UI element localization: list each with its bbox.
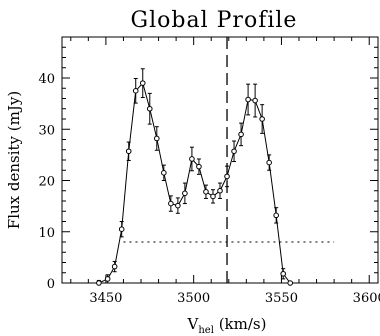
data-point [104,276,111,282]
data-point [252,97,258,104]
data-point [217,187,223,194]
data-point [175,202,181,209]
data-point [287,280,294,286]
data-point [118,226,125,232]
data-point [203,188,209,195]
data-point [146,105,153,112]
chart-title: Global Profile [131,8,298,33]
data-point [280,270,287,277]
data-point [182,190,188,197]
y-tick-label: 20 [38,175,55,190]
data-point [196,163,202,170]
data-point [125,148,132,155]
data-point [111,263,118,270]
y-tick-label: 0 [47,277,55,292]
y-tick-label: 40 [38,72,55,87]
data-point [96,280,102,286]
y-axis-label: Flux density (mJy) [5,91,23,229]
x-tick-label: 3450 [89,291,122,306]
data-point [132,88,139,94]
data-point [273,212,279,219]
x-tick-label: 3500 [177,291,210,306]
data-point [266,159,272,166]
y-tick-label: 30 [38,123,55,138]
data-point [210,193,216,200]
data-point [161,170,167,176]
data-point [224,173,230,180]
data-point [231,148,237,155]
data-point [139,80,146,86]
y-axis: 0 10 20 30 40 [38,36,378,292]
x-tick-label: 3550 [265,291,298,306]
series-line [98,82,291,284]
data-point [168,200,174,207]
data-point [238,131,244,138]
data-points [96,80,294,286]
x-axis-label: Vhel (km/s) [187,315,267,336]
data-point [245,96,251,103]
data-point [154,135,160,142]
data-point [259,116,265,122]
plot-frame [61,36,379,284]
y-tick-label: 10 [38,226,55,241]
data-point [189,156,195,162]
